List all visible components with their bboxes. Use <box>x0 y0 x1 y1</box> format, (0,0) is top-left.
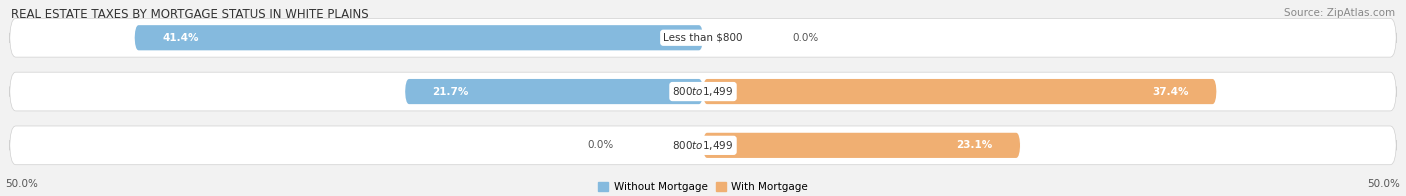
Text: 0.0%: 0.0% <box>792 33 818 43</box>
FancyBboxPatch shape <box>10 18 1396 57</box>
Text: 50.0%: 50.0% <box>6 179 38 189</box>
FancyBboxPatch shape <box>703 133 1021 158</box>
Text: 0.0%: 0.0% <box>588 140 614 150</box>
Text: $800 to $1,499: $800 to $1,499 <box>672 139 734 152</box>
Text: Source: ZipAtlas.com: Source: ZipAtlas.com <box>1284 8 1395 18</box>
FancyBboxPatch shape <box>135 25 703 50</box>
Text: Less than $800: Less than $800 <box>664 33 742 43</box>
FancyBboxPatch shape <box>703 79 1216 104</box>
FancyBboxPatch shape <box>10 126 1396 165</box>
Text: 37.4%: 37.4% <box>1153 87 1189 97</box>
Legend: Without Mortgage, With Mortgage: Without Mortgage, With Mortgage <box>593 178 813 196</box>
Text: 23.1%: 23.1% <box>956 140 993 150</box>
FancyBboxPatch shape <box>10 72 1396 111</box>
Text: REAL ESTATE TAXES BY MORTGAGE STATUS IN WHITE PLAINS: REAL ESTATE TAXES BY MORTGAGE STATUS IN … <box>11 8 368 21</box>
Text: $800 to $1,499: $800 to $1,499 <box>672 85 734 98</box>
Text: 41.4%: 41.4% <box>162 33 198 43</box>
FancyBboxPatch shape <box>405 79 703 104</box>
Text: 21.7%: 21.7% <box>433 87 468 97</box>
Text: 50.0%: 50.0% <box>1368 179 1400 189</box>
